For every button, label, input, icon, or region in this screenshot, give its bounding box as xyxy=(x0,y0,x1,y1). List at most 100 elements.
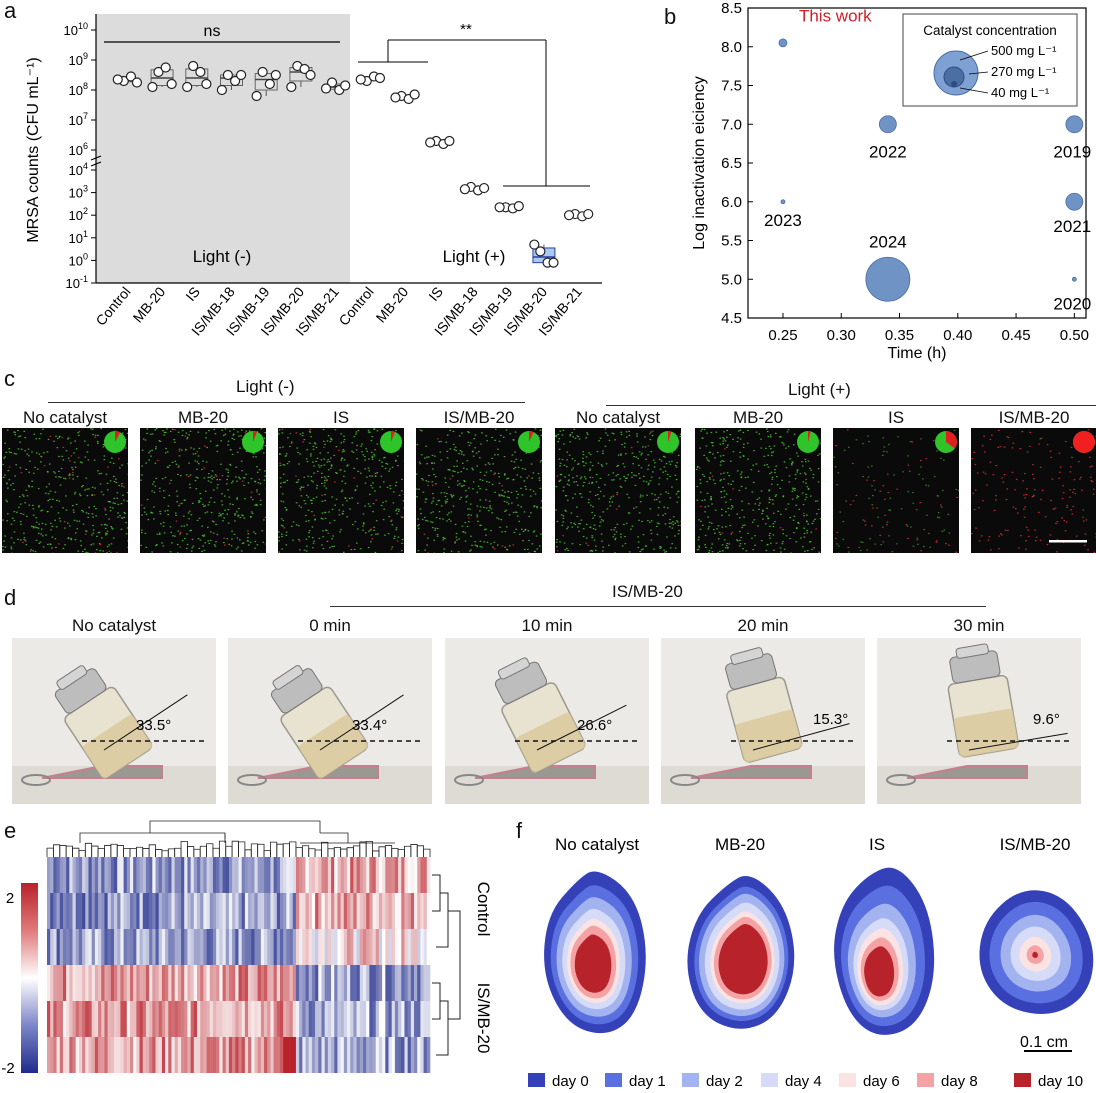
heatmap-cell xyxy=(142,1037,147,1073)
cell-dot xyxy=(566,483,569,485)
heatmap-cell xyxy=(378,929,383,965)
cell-dot xyxy=(286,463,289,465)
heatmap-cell xyxy=(388,857,392,893)
cell-dot xyxy=(606,434,609,436)
cell-dot xyxy=(81,509,83,512)
cell-dot xyxy=(315,496,318,498)
cell-dot xyxy=(1071,456,1073,458)
cell-dot xyxy=(381,428,384,430)
cell-dot xyxy=(614,439,616,441)
cell-dot xyxy=(512,438,515,441)
heatmap-cell xyxy=(177,965,182,1001)
heatmap-cell xyxy=(260,857,265,893)
cell-dot xyxy=(527,548,529,551)
heatmap-cell xyxy=(302,929,306,965)
cell-dot xyxy=(224,495,226,497)
cell-dot xyxy=(143,511,146,513)
heatmap-cell xyxy=(407,857,412,893)
cell-dot xyxy=(449,478,452,480)
cell-dot xyxy=(500,494,503,496)
heatmap-cell xyxy=(117,965,121,1001)
cell-dot xyxy=(98,542,101,545)
cell-dot xyxy=(43,452,45,454)
cell-dot xyxy=(334,504,337,506)
dendrogram-branch xyxy=(116,845,124,857)
cell-dot xyxy=(600,519,603,521)
cell-dot xyxy=(708,521,711,524)
cell-dot xyxy=(627,512,630,514)
cell-dot xyxy=(720,490,723,493)
cell-dot xyxy=(229,503,231,505)
cell-dot xyxy=(38,453,41,455)
heatmap-cell xyxy=(98,929,102,965)
cell-dot xyxy=(448,512,450,514)
cell-dot xyxy=(191,547,194,549)
cell-dot xyxy=(177,431,180,433)
cell-dot xyxy=(457,471,459,474)
cell-dot xyxy=(563,542,566,544)
heatmap-cell xyxy=(193,965,198,1001)
heatmap-cell xyxy=(59,857,64,893)
cell-dot xyxy=(803,532,806,535)
heatmap-cell xyxy=(200,857,204,893)
heatmap-cell xyxy=(331,857,335,893)
heatmap-cell xyxy=(347,893,351,929)
cell-dot xyxy=(601,540,603,542)
cell-dot xyxy=(433,539,435,541)
cell-dot xyxy=(202,503,204,505)
heatmap-cell xyxy=(219,965,223,1001)
cell-dot xyxy=(925,484,927,486)
cell-dot xyxy=(392,502,395,504)
heatmap-cell xyxy=(382,893,386,929)
cell-dot xyxy=(619,485,622,488)
bubble xyxy=(1065,192,1084,211)
cell-dot xyxy=(729,433,731,436)
cell-dot xyxy=(54,491,57,493)
cell-dot xyxy=(165,447,167,450)
cell-dot xyxy=(732,438,734,440)
cell-dot xyxy=(981,500,984,502)
heatmap-cell xyxy=(394,857,399,893)
cell-dot xyxy=(697,548,700,550)
cell-dot xyxy=(212,489,215,491)
cell-dot xyxy=(148,459,150,461)
cell-dot xyxy=(185,432,188,434)
cell-dot xyxy=(250,511,253,513)
heatmap-cell xyxy=(136,857,140,893)
cell-dot xyxy=(703,428,706,431)
cell-dot xyxy=(540,507,542,509)
cell-dot xyxy=(224,544,226,546)
cell-dot xyxy=(649,480,652,482)
cell-dot xyxy=(71,467,73,469)
y-axis-label: Log inactivation eiciency xyxy=(691,76,708,249)
cell-dot xyxy=(37,532,40,534)
micrograph-label: MB-20 xyxy=(177,408,229,427)
cell-dot xyxy=(710,522,713,524)
cell-dot xyxy=(75,503,78,506)
cell-dot xyxy=(67,537,70,539)
cell-dot xyxy=(241,514,243,516)
cell-dot xyxy=(418,461,421,463)
cell-dot xyxy=(727,444,729,446)
cell-dot xyxy=(644,545,647,547)
cell-dot xyxy=(745,487,747,489)
cell-dot xyxy=(569,441,571,443)
cell-dot xyxy=(87,513,90,515)
cell-dot xyxy=(781,479,783,481)
cell-dot xyxy=(469,503,472,505)
cell-dot xyxy=(768,498,771,501)
dendrogram-branch xyxy=(238,841,246,857)
cell-dot xyxy=(432,468,434,470)
cell-dot xyxy=(369,475,371,477)
cell-dot xyxy=(13,431,16,433)
cell-dot xyxy=(595,474,598,476)
cell-dot xyxy=(591,482,593,484)
cell-dot xyxy=(574,437,577,439)
cell-dot xyxy=(218,515,220,517)
cell-dot xyxy=(516,474,519,476)
cell-dot xyxy=(704,499,706,501)
cell-dot xyxy=(725,436,728,438)
cell-dot xyxy=(576,435,578,437)
cell-dot xyxy=(698,467,701,469)
cell-dot xyxy=(259,499,262,501)
